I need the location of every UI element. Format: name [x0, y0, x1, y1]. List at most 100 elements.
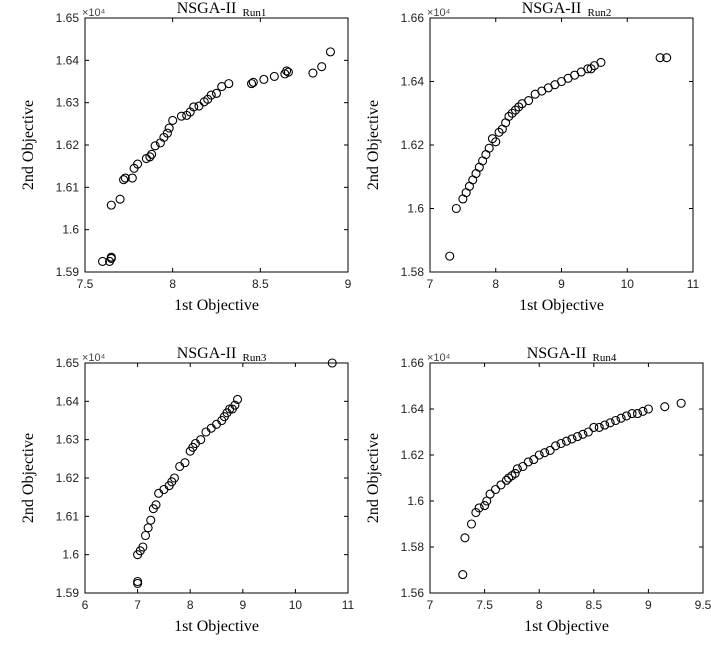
chart-3-data-point: [230, 400, 240, 410]
chart-4-x-tick-label: 7.5: [476, 598, 493, 612]
chart-4-data-point: [460, 533, 470, 543]
chart-4-y-multiplier: ×10⁴: [427, 352, 451, 364]
chart-4-data-point: [578, 429, 588, 439]
chart-1-data-point: [308, 68, 318, 78]
chart-4-data-point: [523, 457, 533, 467]
chart-4-data-point: [466, 519, 477, 529]
chart-2-data-point: [504, 111, 514, 121]
chart-2-title: NSGA-II: [522, 0, 582, 17]
chart-3-x-tick-label: 7: [134, 598, 141, 612]
chart-1-y-tick-label: 1.59: [56, 265, 80, 279]
chart-1-y-tick-label: 1.62: [56, 138, 80, 152]
chart-4-data-point: [496, 480, 506, 490]
chart-1-data-point: [133, 159, 143, 169]
chart-3-y-tick-label: 1.62: [56, 471, 80, 485]
chart-2-data-point: [662, 53, 672, 63]
chart-4-data-point: [485, 489, 495, 499]
chart-3-x-tick-label: 9: [239, 598, 246, 612]
chart-3-data-point: [327, 358, 337, 368]
chart-1-x-axis-label: 1st Objective: [174, 297, 259, 314]
chart-1-y-tick-label: 1.65: [56, 11, 80, 25]
chart-1-data-point: [127, 173, 137, 183]
chart-4-y-tick-label: 1.66: [401, 356, 425, 370]
chart-3-y-tick-label: 1.63: [56, 433, 80, 447]
chart-3-x-axis-label: 1st Objective: [174, 618, 259, 635]
chart-2-x-tick-label: 11: [687, 277, 700, 291]
chart-1-y-tick-label: 1.64: [56, 53, 80, 67]
chart-3-panel: 6 7 8 9 10 11 1.59 1.6 1.61 1.62 1.63 1.64 1.65 ×10⁴ N…: [20, 345, 355, 635]
chart-4-x-tick-label: 9: [645, 598, 652, 612]
chart-4-data-point: [676, 398, 686, 408]
chart-4-data-point: [572, 432, 582, 442]
chart-4-data-point: [534, 450, 544, 460]
chart-1-data-point: [189, 102, 199, 112]
chart-2-y-tick-label: 1.66: [401, 11, 425, 25]
chart-1-data-point: [164, 123, 174, 133]
chart-4-data-point: [518, 461, 528, 472]
chart-1-y-tick-label: 1.6: [62, 223, 79, 237]
chart-3-y-tick-label: 1.61: [56, 509, 80, 523]
chart-2-y-tick-label: 1.64: [401, 75, 425, 89]
chart-1-data-point: [206, 90, 216, 100]
chart-3-data-point: [151, 500, 161, 510]
chart-4-data-point: [567, 434, 577, 444]
chart-4-data-point: [540, 448, 550, 458]
chart-1-data-point: [106, 200, 116, 210]
chart-2-y-tick-label: 1.58: [401, 265, 425, 279]
chart-3-data-point: [133, 576, 143, 587]
chart-1-data-point: [150, 141, 160, 151]
chart-3-y-tick-label: 1.64: [56, 394, 80, 408]
chart-1-data-point: [248, 77, 258, 87]
chart-4-y-axis-label: 2nd Objective: [365, 433, 382, 523]
chart-1-title: NSGA-II: [177, 0, 237, 17]
chart-1-data-point: [97, 256, 108, 266]
chart-4-data-point: [545, 445, 555, 455]
chart-1-data-point: [119, 175, 129, 185]
chart-1-data-point: [120, 173, 130, 183]
chart-1-data-point: [259, 74, 269, 84]
chart-3-data-point: [143, 523, 153, 533]
chart-4-title: NSGA-II: [527, 345, 587, 362]
chart-1-data-point: [106, 253, 116, 264]
chart-4-data-point: [551, 441, 561, 451]
chart-1-data-point: [317, 62, 327, 72]
chart-4-data-point: [605, 418, 615, 428]
chart-4-data-point: [589, 422, 599, 432]
chart-2-data-point: [491, 137, 501, 147]
chart-2-data-point: [596, 57, 606, 68]
chart-2-y-tick-label: 1.6: [407, 202, 424, 216]
chart-2-data-point: [514, 102, 524, 112]
chart-4-y-tick-label: 1.62: [401, 448, 425, 462]
chart-2-data-point: [507, 108, 517, 118]
chart-4-data-point: [474, 503, 484, 513]
chart-4-data-point: [583, 427, 593, 437]
chart-4-x-tick-label: 8: [536, 598, 543, 612]
chart-4-data-point: [660, 402, 670, 412]
chart-1-data-point: [325, 47, 336, 57]
chart-1-data-point: [168, 115, 178, 125]
chart-1-x-tick-label: 8: [169, 277, 176, 291]
chart-4-y-tick-label: 1.6: [407, 494, 424, 508]
chart-4-data-point: [471, 507, 481, 518]
chart-2-x-tick-label: 9: [558, 277, 565, 291]
chart-4-x-axis-label: 1st Objective: [524, 618, 609, 635]
chart-4-data-point: [594, 422, 604, 432]
chart-1-title-sub: Run1: [243, 7, 267, 19]
chart-3-data-point: [232, 394, 243, 404]
chart-2-panel: 7 8 9 10 11 1.58 1.6 1.62 1.64 1.66 ×10⁴ NSGA-II Run…: [365, 0, 700, 314]
chart-2-y-multiplier: ×10⁴: [427, 7, 451, 19]
chart-4-data-point: [627, 409, 637, 419]
chart-1-data-point: [147, 149, 157, 159]
chart-2-x-tick-label: 7: [427, 277, 434, 291]
chart-4-data-point: [622, 411, 632, 421]
chart-1-y-tick-label: 1.61: [56, 180, 80, 194]
chart-4-x-tick-label: 9.5: [695, 598, 711, 612]
chart-4-data-point: [561, 436, 572, 446]
chart-2-data-point: [655, 53, 665, 63]
chart-3-y-multiplier: ×10⁴: [82, 352, 106, 364]
chart-3-data-point: [140, 530, 151, 541]
chart-2-y-axis-label: 2nd Objective: [365, 100, 382, 190]
chart-4-data-point: [611, 415, 621, 426]
chart-3-title-sub: Run3: [243, 352, 267, 364]
